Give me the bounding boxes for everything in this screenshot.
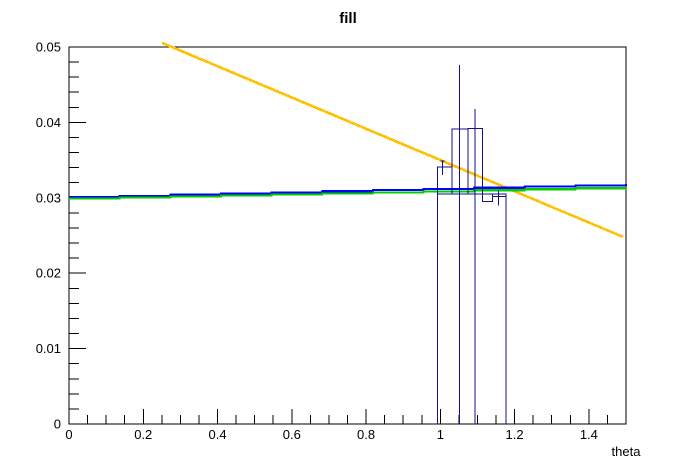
svg-text:1.4: 1.4 (580, 427, 598, 442)
svg-text:0: 0 (65, 427, 72, 442)
svg-text:0.04: 0.04 (36, 115, 61, 130)
svg-text:1.2: 1.2 (506, 427, 524, 442)
svg-text:0.2: 0.2 (134, 427, 152, 442)
svg-text:1: 1 (437, 427, 444, 442)
svg-text:0.4: 0.4 (208, 427, 226, 442)
svg-text:0.05: 0.05 (36, 40, 61, 55)
svg-text:fill: fill (339, 10, 357, 27)
svg-text:0.01: 0.01 (36, 341, 61, 356)
svg-text:0: 0 (54, 417, 61, 432)
svg-text:0.03: 0.03 (36, 190, 61, 205)
svg-text:0.8: 0.8 (357, 427, 375, 442)
svg-text:0.6: 0.6 (283, 427, 301, 442)
svg-text:theta: theta (612, 444, 642, 459)
svg-text:0.02: 0.02 (36, 266, 61, 281)
